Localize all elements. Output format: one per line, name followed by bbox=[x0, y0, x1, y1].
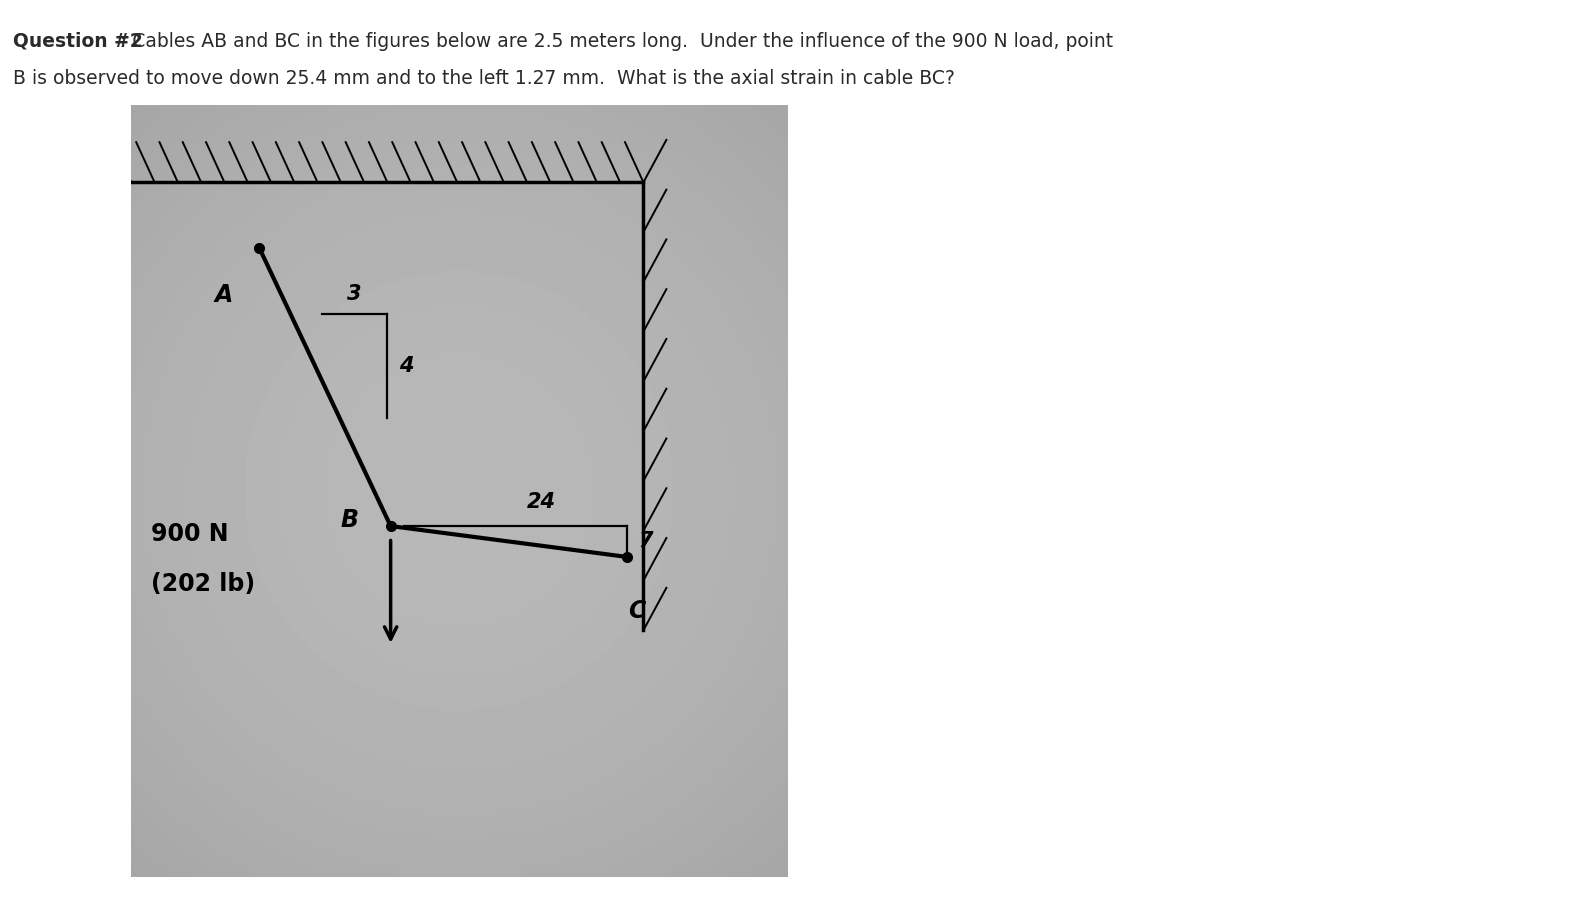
Text: 7: 7 bbox=[639, 531, 653, 551]
Text: A: A bbox=[214, 282, 233, 307]
Text: B is observed to move down 25.4 mm and to the left 1.27 mm.  What is the axial s: B is observed to move down 25.4 mm and t… bbox=[13, 69, 954, 88]
Text: : Cables AB and BC in the figures below are 2.5 meters long.  Under the influenc: : Cables AB and BC in the figures below … bbox=[120, 32, 1114, 51]
Text: 3: 3 bbox=[348, 284, 362, 304]
Text: 24: 24 bbox=[527, 492, 557, 512]
Text: B: B bbox=[342, 508, 359, 532]
Text: (202 lb): (202 lb) bbox=[150, 572, 255, 596]
Text: 900 N: 900 N bbox=[150, 522, 228, 546]
Text: C: C bbox=[628, 600, 645, 623]
Text: Question #2: Question #2 bbox=[13, 32, 142, 51]
Text: 4: 4 bbox=[399, 356, 413, 376]
